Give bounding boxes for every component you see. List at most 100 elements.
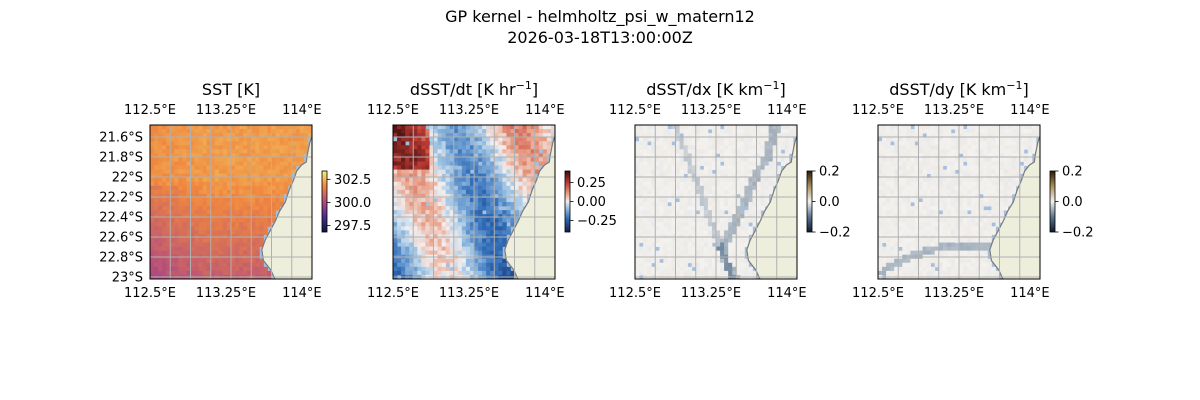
heat-cell — [275, 133, 280, 138]
heat-cell — [263, 181, 268, 187]
heat-cell — [695, 202, 701, 207]
heat-cell — [898, 173, 903, 179]
heat-cell — [441, 181, 447, 187]
heat-cell — [409, 250, 414, 256]
heat-cell — [210, 145, 216, 150]
heat-cell — [182, 266, 187, 272]
heat-cell — [906, 177, 911, 183]
heat-cell — [744, 141, 749, 146]
x-tick-label-bottom: 113.25°E — [196, 286, 256, 301]
heat-cell — [647, 149, 652, 154]
heat-cell — [235, 214, 240, 219]
heat-cell — [894, 250, 899, 256]
heat-cell — [667, 145, 672, 150]
heat-cell — [393, 141, 398, 146]
heat-cell — [975, 193, 980, 199]
heat-cell — [902, 206, 907, 211]
heat-cell — [711, 125, 717, 130]
heat-cell — [720, 230, 725, 235]
heat-cell — [214, 125, 220, 130]
heat-cell — [490, 137, 495, 142]
heat-cell — [421, 185, 426, 191]
heat-cell — [417, 238, 422, 243]
heat-cell — [502, 173, 507, 179]
colorbar-tick-label: 0.0 — [819, 195, 840, 210]
heat-cell — [437, 266, 442, 272]
heat-cell — [267, 153, 272, 158]
heat-cell — [728, 206, 733, 211]
heat-cell — [267, 173, 272, 179]
heat-cell — [226, 246, 232, 252]
heat-cell — [902, 214, 907, 219]
heat-cell — [963, 185, 968, 191]
heat-cell — [679, 169, 684, 175]
heat-cell — [222, 177, 228, 183]
heat-cell — [886, 181, 891, 187]
heat-cell — [405, 169, 410, 175]
heat-cell — [732, 157, 737, 162]
heat-cell — [461, 238, 467, 243]
heat-cell — [182, 246, 187, 252]
heat-cell — [186, 133, 191, 138]
heat-cell — [449, 161, 455, 166]
heat-cell — [437, 125, 442, 130]
heat-cell — [178, 161, 183, 166]
heat-cell — [174, 145, 179, 150]
heat-cell — [675, 242, 680, 247]
heat-cell — [214, 153, 220, 158]
heat-cell — [510, 129, 515, 134]
heat-cell — [967, 214, 972, 219]
heat-cell — [461, 125, 467, 130]
heat-cell — [190, 185, 195, 191]
heat-cell — [963, 141, 968, 146]
heat-cell — [999, 169, 1004, 175]
heat-cell — [514, 181, 519, 187]
heat-cell — [699, 202, 705, 207]
heat-cell — [421, 250, 426, 256]
heat-cell — [683, 202, 689, 207]
heat-cell — [502, 193, 507, 199]
heat-cell — [546, 149, 552, 154]
heat-cell — [453, 197, 459, 203]
heat-cell — [255, 238, 260, 243]
heat-cell — [530, 177, 536, 183]
heat-cell — [914, 133, 919, 138]
heat-cell — [178, 270, 183, 276]
heat-cell — [784, 161, 790, 166]
heat-cell — [695, 165, 701, 170]
heat-cell — [271, 206, 276, 211]
heat-cell — [186, 165, 191, 170]
heat-cell — [643, 222, 648, 227]
heat-cell — [417, 125, 422, 130]
heat-cell — [1023, 125, 1029, 130]
heat-cell — [882, 189, 887, 195]
heat-cell — [393, 210, 398, 215]
heat-cell — [498, 145, 503, 150]
heat-cell — [675, 262, 680, 268]
heat-cell — [748, 189, 753, 195]
heat-cell — [235, 242, 240, 247]
heat-cell — [898, 206, 903, 211]
heat-cell — [210, 202, 216, 207]
heat-cell — [231, 165, 236, 170]
heat-cell — [991, 149, 996, 154]
heat-cell — [740, 202, 745, 207]
heat-cell — [922, 222, 927, 227]
heat-cell — [643, 173, 648, 179]
heat-cell — [405, 133, 410, 138]
heat-cell — [190, 177, 195, 183]
heat-cell — [295, 141, 301, 146]
heat-cell — [538, 153, 544, 158]
heat-cell — [963, 210, 968, 215]
heat-cell — [218, 193, 224, 199]
heat-cell — [963, 230, 968, 235]
heat-cell — [429, 193, 434, 199]
heat-cell — [707, 202, 713, 207]
heat-cell — [760, 197, 765, 203]
heat-cell — [162, 270, 167, 276]
heat-cell — [926, 157, 932, 162]
heat-cell — [235, 177, 240, 183]
map-area — [150, 125, 312, 279]
heat-cell — [437, 230, 442, 235]
heat-cell — [421, 246, 426, 252]
